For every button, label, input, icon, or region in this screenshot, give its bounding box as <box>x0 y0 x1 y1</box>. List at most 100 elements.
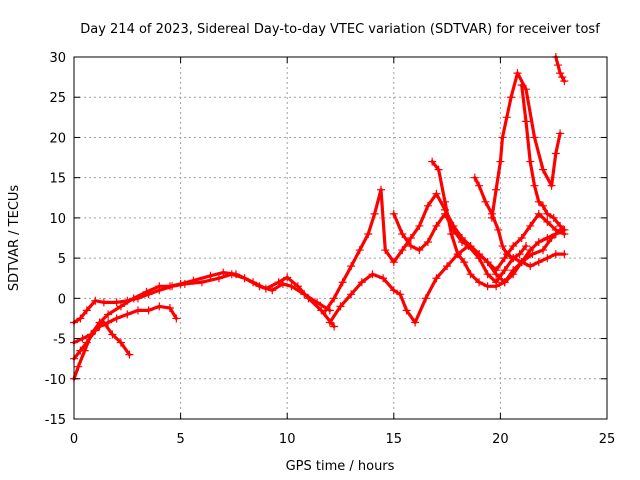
data-point-marker <box>112 298 121 307</box>
data-point-marker <box>434 165 443 174</box>
data-point-marker <box>507 93 516 102</box>
data-point-marker <box>530 133 539 142</box>
data-point-marker <box>95 322 104 331</box>
data-point-marker <box>381 246 390 255</box>
data-point-marker <box>249 278 258 287</box>
data-point-marker <box>189 276 198 285</box>
data-point-marker <box>172 314 181 323</box>
x-axis-label: GPS time / hours <box>286 459 395 474</box>
data-point-marker <box>406 234 415 242</box>
data-point-marker <box>483 282 492 291</box>
y-tick-label: 0 <box>58 292 66 307</box>
data-point-marker <box>475 278 484 287</box>
data-point-marker <box>347 262 356 271</box>
data-point-marker <box>534 197 543 206</box>
data-point-marker <box>466 242 475 251</box>
data-point-marker <box>261 284 270 293</box>
data-point-marker <box>125 350 134 359</box>
data-point-marker <box>104 310 113 319</box>
data-point-marker <box>551 149 560 158</box>
data-point-marker <box>534 258 543 267</box>
data-point-marker <box>338 278 347 287</box>
plot-frame <box>73 56 608 420</box>
data-point-marker <box>498 133 507 142</box>
y-axis-label: SDTVAR / TECUs <box>7 185 22 292</box>
x-tick-label: 15 <box>386 432 403 447</box>
data-point-marker <box>219 268 228 277</box>
data-point-marker <box>155 282 164 291</box>
data-point-marker <box>466 270 475 279</box>
y-tick-label: 15 <box>49 172 66 187</box>
data-point-marker <box>543 234 552 242</box>
data-point-marker <box>521 117 530 126</box>
data-point-marker <box>123 310 132 319</box>
data-point-marker <box>483 270 492 279</box>
data-point-marker <box>142 287 151 296</box>
data-point-marker <box>517 81 526 90</box>
data-point-marker <box>534 209 543 218</box>
data-point-marker <box>415 221 424 230</box>
data-point-marker <box>411 318 420 327</box>
data-point-marker <box>165 303 174 312</box>
data-point-marker <box>560 225 569 234</box>
data-point-marker <box>509 270 518 279</box>
data-point-marker <box>492 185 501 194</box>
x-tick-label: 25 <box>599 432 616 447</box>
data-point-marker <box>330 294 339 303</box>
data-point-marker <box>293 282 302 291</box>
data-point-marker <box>176 279 185 288</box>
y-tick-label: -5 <box>53 333 66 348</box>
data-point-marker <box>502 113 511 122</box>
data-point-marker <box>517 258 526 267</box>
data-point-marker <box>549 213 558 222</box>
data-point-marker <box>432 189 441 198</box>
data-point-marker <box>498 242 507 251</box>
data-point-marker <box>389 258 398 267</box>
data-point-marker <box>370 209 379 218</box>
data-point-marker <box>415 246 424 255</box>
data-point-marker <box>206 271 215 280</box>
x-tick-label: 0 <box>70 432 78 447</box>
data-point-marker <box>232 270 241 279</box>
data-point-marker <box>398 246 407 255</box>
tick-layer: 0 5 10 15 20 25 -15 -10 -5 0 5 10 15 20 25 30 <box>45 51 616 447</box>
data-point-marker <box>364 229 373 238</box>
data-point-marker <box>509 242 518 251</box>
data-point-marker <box>502 250 511 259</box>
data-point-marker <box>402 306 411 315</box>
data-point-marker <box>155 302 164 311</box>
data-point-marker <box>396 290 405 299</box>
data-point-marker <box>428 157 437 166</box>
data-point-marker <box>389 286 398 295</box>
data-point-marker <box>475 250 484 259</box>
grid-layer <box>74 57 607 419</box>
data-point-marker <box>116 338 125 347</box>
data-point-marker <box>517 234 526 242</box>
data-point-marker <box>304 294 313 303</box>
data-point-marker <box>76 314 85 323</box>
data-point-marker <box>530 181 539 190</box>
data-point-marker <box>447 229 456 238</box>
data-point-marker <box>453 250 462 259</box>
data-point-marker <box>432 274 441 283</box>
data-point-marker <box>543 254 552 263</box>
data-point-marker <box>74 362 83 371</box>
data-point-marker <box>528 250 537 259</box>
chart-title: Day 214 of 2023, Sidereal Day-to-day VTE… <box>80 22 600 37</box>
data-point-marker <box>91 296 100 305</box>
data-point-marker <box>144 306 153 315</box>
data-point-marker <box>539 201 548 210</box>
data-point-marker <box>551 250 560 259</box>
y-tick-label: 5 <box>58 252 66 267</box>
data-point-marker <box>274 278 283 287</box>
data-point-marker <box>513 69 522 78</box>
data-point-marker <box>421 294 430 303</box>
data-point-marker <box>470 173 479 182</box>
data-point-marker <box>389 209 398 218</box>
data-point-marker <box>560 250 569 259</box>
data-point-marker <box>443 262 452 271</box>
series-track-2 <box>72 271 336 381</box>
data-point-marker <box>423 238 432 247</box>
data-point-marker <box>521 242 530 251</box>
data-point-marker <box>483 258 492 267</box>
